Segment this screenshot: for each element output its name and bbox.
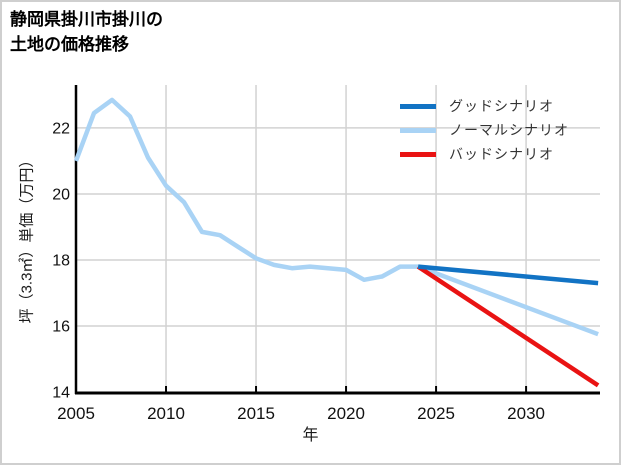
y-tick-label: 18 (52, 252, 70, 269)
x-axis-label: 年 (302, 427, 319, 444)
chart-title: 静岡県掛川市掛川の 土地の価格推移 (10, 7, 163, 57)
legend-label: ノーマルシナリオ (449, 122, 569, 138)
series-historical-line (73, 97, 419, 283)
normal-scenario-line-swatch (400, 127, 436, 133)
legend-item-normal-scenario: ノーマルシナリオ (400, 118, 569, 142)
y-tick-label: 16 (52, 318, 70, 335)
chart-title-line1: 静岡県掛川市掛川の (10, 10, 163, 29)
series-normal-scenario-line (417, 264, 599, 337)
x-tick-label: 2005 (57, 404, 95, 423)
x-tick-label: 2030 (507, 404, 545, 423)
y-tick-label: 22 (52, 120, 70, 137)
x-tick-label: 2010 (147, 404, 185, 423)
series-good-scenario-line (417, 264, 599, 286)
y-tick-label: 20 (52, 186, 70, 203)
legend-label: バッドシナリオ (449, 146, 554, 162)
x-tick-label: 2015 (237, 404, 275, 423)
good-scenario-line-swatch (400, 103, 436, 109)
x-tick-label: 2020 (327, 404, 365, 423)
legend-label: グッドシナリオ (449, 98, 554, 114)
series-bad-scenario-line (416, 264, 600, 388)
x-tick-label: 2025 (417, 404, 455, 423)
chart-title-line2: 土地の価格推移 (10, 35, 129, 54)
legend-item-bad-scenario: バッドシナリオ (400, 142, 569, 166)
bad-scenario-line-swatch (400, 151, 436, 157)
chart-legend: グッドシナリオ ノーマルシナリオ バッドシナリオ (400, 94, 569, 166)
legend-item-good-scenario: グッドシナリオ (400, 94, 569, 118)
y-tick-label: 14 (52, 385, 70, 402)
y-axis-label: 坪（3.3㎡）単価（万円） (18, 152, 36, 324)
